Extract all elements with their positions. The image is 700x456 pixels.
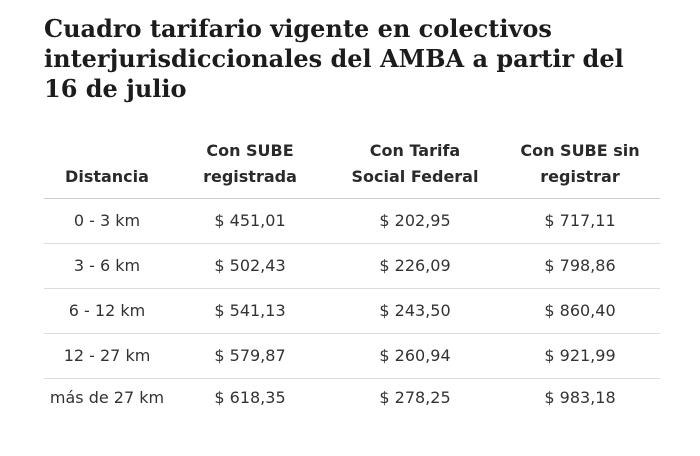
header-sube-sin-registrar-line-1: Con SUBE sin — [520, 141, 640, 160]
header-tarifa-social-line-1: Con Tarifa — [369, 141, 461, 160]
table-header-row: Distancia Con SUBE registrada Con Tarifa… — [44, 133, 660, 199]
header-distancia: Distancia — [44, 164, 170, 190]
sube-registrada-cell: $ 579,87 — [214, 346, 286, 365]
table-row: 12 - 27 km $ 579,87 $ 260,94 $ 921,99 — [44, 334, 660, 379]
table-row: 3 - 6 km $ 502,43 $ 226,09 $ 798,86 — [44, 244, 660, 289]
header-tarifa-social-line-2: Social Federal — [351, 167, 479, 186]
distance-cell: 12 - 27 km — [63, 346, 151, 365]
tarifa-social-cell: $ 260,94 — [379, 346, 451, 365]
fare-table: Distancia Con SUBE registrada Con Tarifa… — [44, 133, 660, 439]
table-row: 0 - 3 km $ 451,01 $ 202,95 $ 717,11 — [44, 199, 660, 244]
header-sube-registrada: Con SUBE registrada — [170, 138, 330, 190]
sube-sin-registrar-cell: $ 983,18 — [544, 388, 616, 407]
sube-registrada-cell: $ 618,35 — [214, 388, 286, 407]
distance-cell: más de 27 km — [49, 388, 165, 407]
header-sube-sin-registrar: Con SUBE sin registrar — [500, 138, 660, 190]
header-sube-sin-registrar-line-2: registrar — [540, 167, 620, 186]
distance-cell: 6 - 12 km — [68, 301, 146, 320]
header-sube-registrada-line-1: Con SUBE — [206, 141, 294, 160]
table-row: 6 - 12 km $ 541,13 $ 243,50 $ 860,40 — [44, 289, 660, 334]
distance-cell: 0 - 3 km — [73, 211, 141, 230]
sube-registrada-cell: $ 451,01 — [214, 211, 286, 230]
tarifa-social-cell: $ 202,95 — [379, 211, 451, 230]
tarifa-social-cell: $ 278,25 — [379, 388, 451, 407]
sube-sin-registrar-cell: $ 798,86 — [544, 256, 616, 275]
sube-sin-registrar-cell: $ 921,99 — [544, 346, 616, 365]
sube-registrada-cell: $ 502,43 — [214, 256, 286, 275]
header-distancia-line-1: Distancia — [65, 167, 149, 186]
tarifa-social-cell: $ 226,09 — [379, 256, 451, 275]
distance-cell: 3 - 6 km — [73, 256, 141, 275]
header-sube-registrada-line-2: registrada — [203, 167, 297, 186]
tarifa-social-cell: $ 243,50 — [379, 301, 451, 320]
sube-registrada-cell: $ 541,13 — [214, 301, 286, 320]
table-row: más de 27 km $ 618,35 $ 278,25 $ 983,18 — [44, 379, 660, 439]
sube-sin-registrar-cell: $ 860,40 — [544, 301, 616, 320]
page-title: Cuadro tarifario vigente en colectivos i… — [44, 14, 624, 103]
sube-sin-registrar-cell: $ 717,11 — [544, 211, 616, 230]
header-tarifa-social: Con Tarifa Social Federal — [330, 138, 500, 190]
